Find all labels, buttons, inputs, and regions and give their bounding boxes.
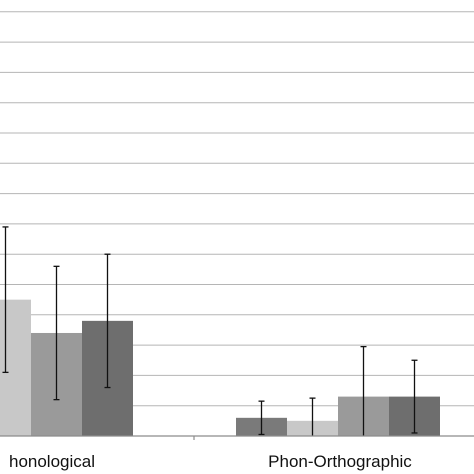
category-label-phonological: honological	[9, 452, 95, 471]
error-bars	[2, 226, 418, 436]
bar	[0, 299, 31, 436]
category-label-phon-orthographic: Phon-Orthographic	[268, 452, 412, 471]
bars	[0, 299, 440, 436]
gridlines	[0, 11, 474, 407]
